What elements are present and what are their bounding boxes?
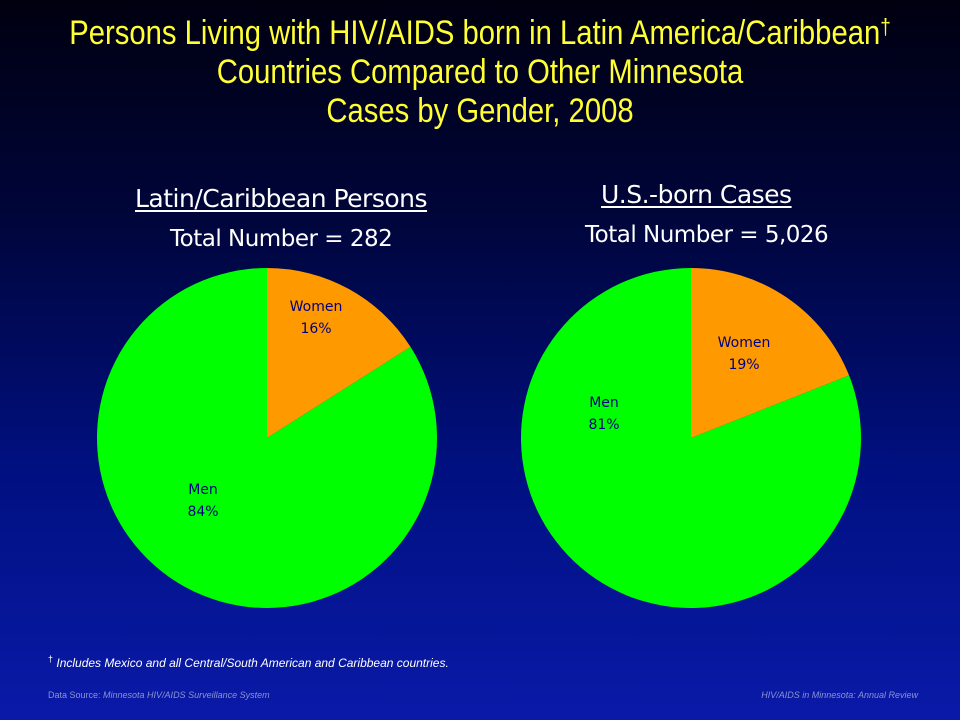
pie-2-label-women: Women xyxy=(718,335,771,351)
pie-2-subtitle: Total Number = 5,026 xyxy=(585,222,829,248)
title-line-1-text: Persons Living with HIV/AIDS born in Lat… xyxy=(69,14,881,52)
title-line-3: Cases by Gender, 2008 xyxy=(326,92,634,130)
footnote: † Includes Mexico and all Central/South … xyxy=(48,654,449,670)
pie-2-slice-women xyxy=(691,268,850,438)
pie-1-value-men: 84% xyxy=(187,504,218,520)
slide-title: Persons Living with HIV/AIDS born in Lat… xyxy=(67,14,893,131)
pie-2-value-men: 81% xyxy=(588,417,619,433)
pie-2-slice-men xyxy=(520,268,861,608)
publication-name: HIV/AIDS in Minnesota: Annual Review xyxy=(761,690,918,700)
pie-1-subtitle: Total Number = 282 xyxy=(170,226,393,252)
pie-1-slice-women xyxy=(267,267,411,438)
title-line-1: Persons Living with HIV/AIDS born in Lat… xyxy=(67,14,893,53)
pie-2-label-men: Men xyxy=(589,395,619,411)
data-source-prefix: Data Source: xyxy=(48,690,104,700)
pie-1-label-men: Men xyxy=(188,482,218,498)
pie-2-value-women: 19% xyxy=(728,357,759,373)
footnote-text: Includes Mexico and all Central/South Am… xyxy=(56,656,449,670)
pie-1-value-women: 16% xyxy=(300,321,331,337)
pie-2-title: U.S.-born Cases xyxy=(601,180,792,209)
data-source-name: Minnesota HIV/AIDS Surveillance System xyxy=(103,690,270,700)
pie-chart-latin-caribbean: Women 16% Men 84% xyxy=(97,267,438,608)
title-line-2: Countries Compared to Other Minnesota xyxy=(216,53,744,91)
pie-1-title: Latin/Caribbean Persons xyxy=(135,184,428,213)
footnote-marker: † xyxy=(48,654,54,664)
data-source: Data Source: Minnesota HIV/AIDS Surveill… xyxy=(48,690,270,700)
pie-1-label-women: Women xyxy=(290,299,343,315)
pie-chart-us-born: Women 19% Men 81% xyxy=(520,268,861,608)
pie-1-slice-men xyxy=(97,268,438,608)
title-dagger: † xyxy=(880,14,891,39)
